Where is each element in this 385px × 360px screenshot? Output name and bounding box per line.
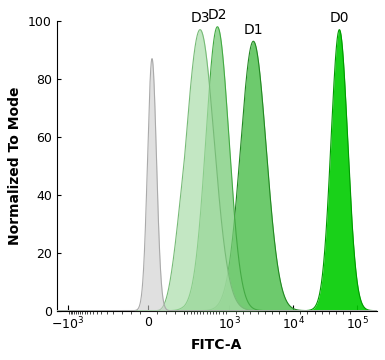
- Text: D1: D1: [244, 23, 263, 37]
- Text: D3: D3: [190, 11, 210, 25]
- Y-axis label: Normalized To Mode: Normalized To Mode: [8, 86, 22, 245]
- Text: D0: D0: [330, 11, 349, 25]
- X-axis label: FITC-A: FITC-A: [191, 338, 242, 352]
- Text: D2: D2: [208, 8, 227, 22]
